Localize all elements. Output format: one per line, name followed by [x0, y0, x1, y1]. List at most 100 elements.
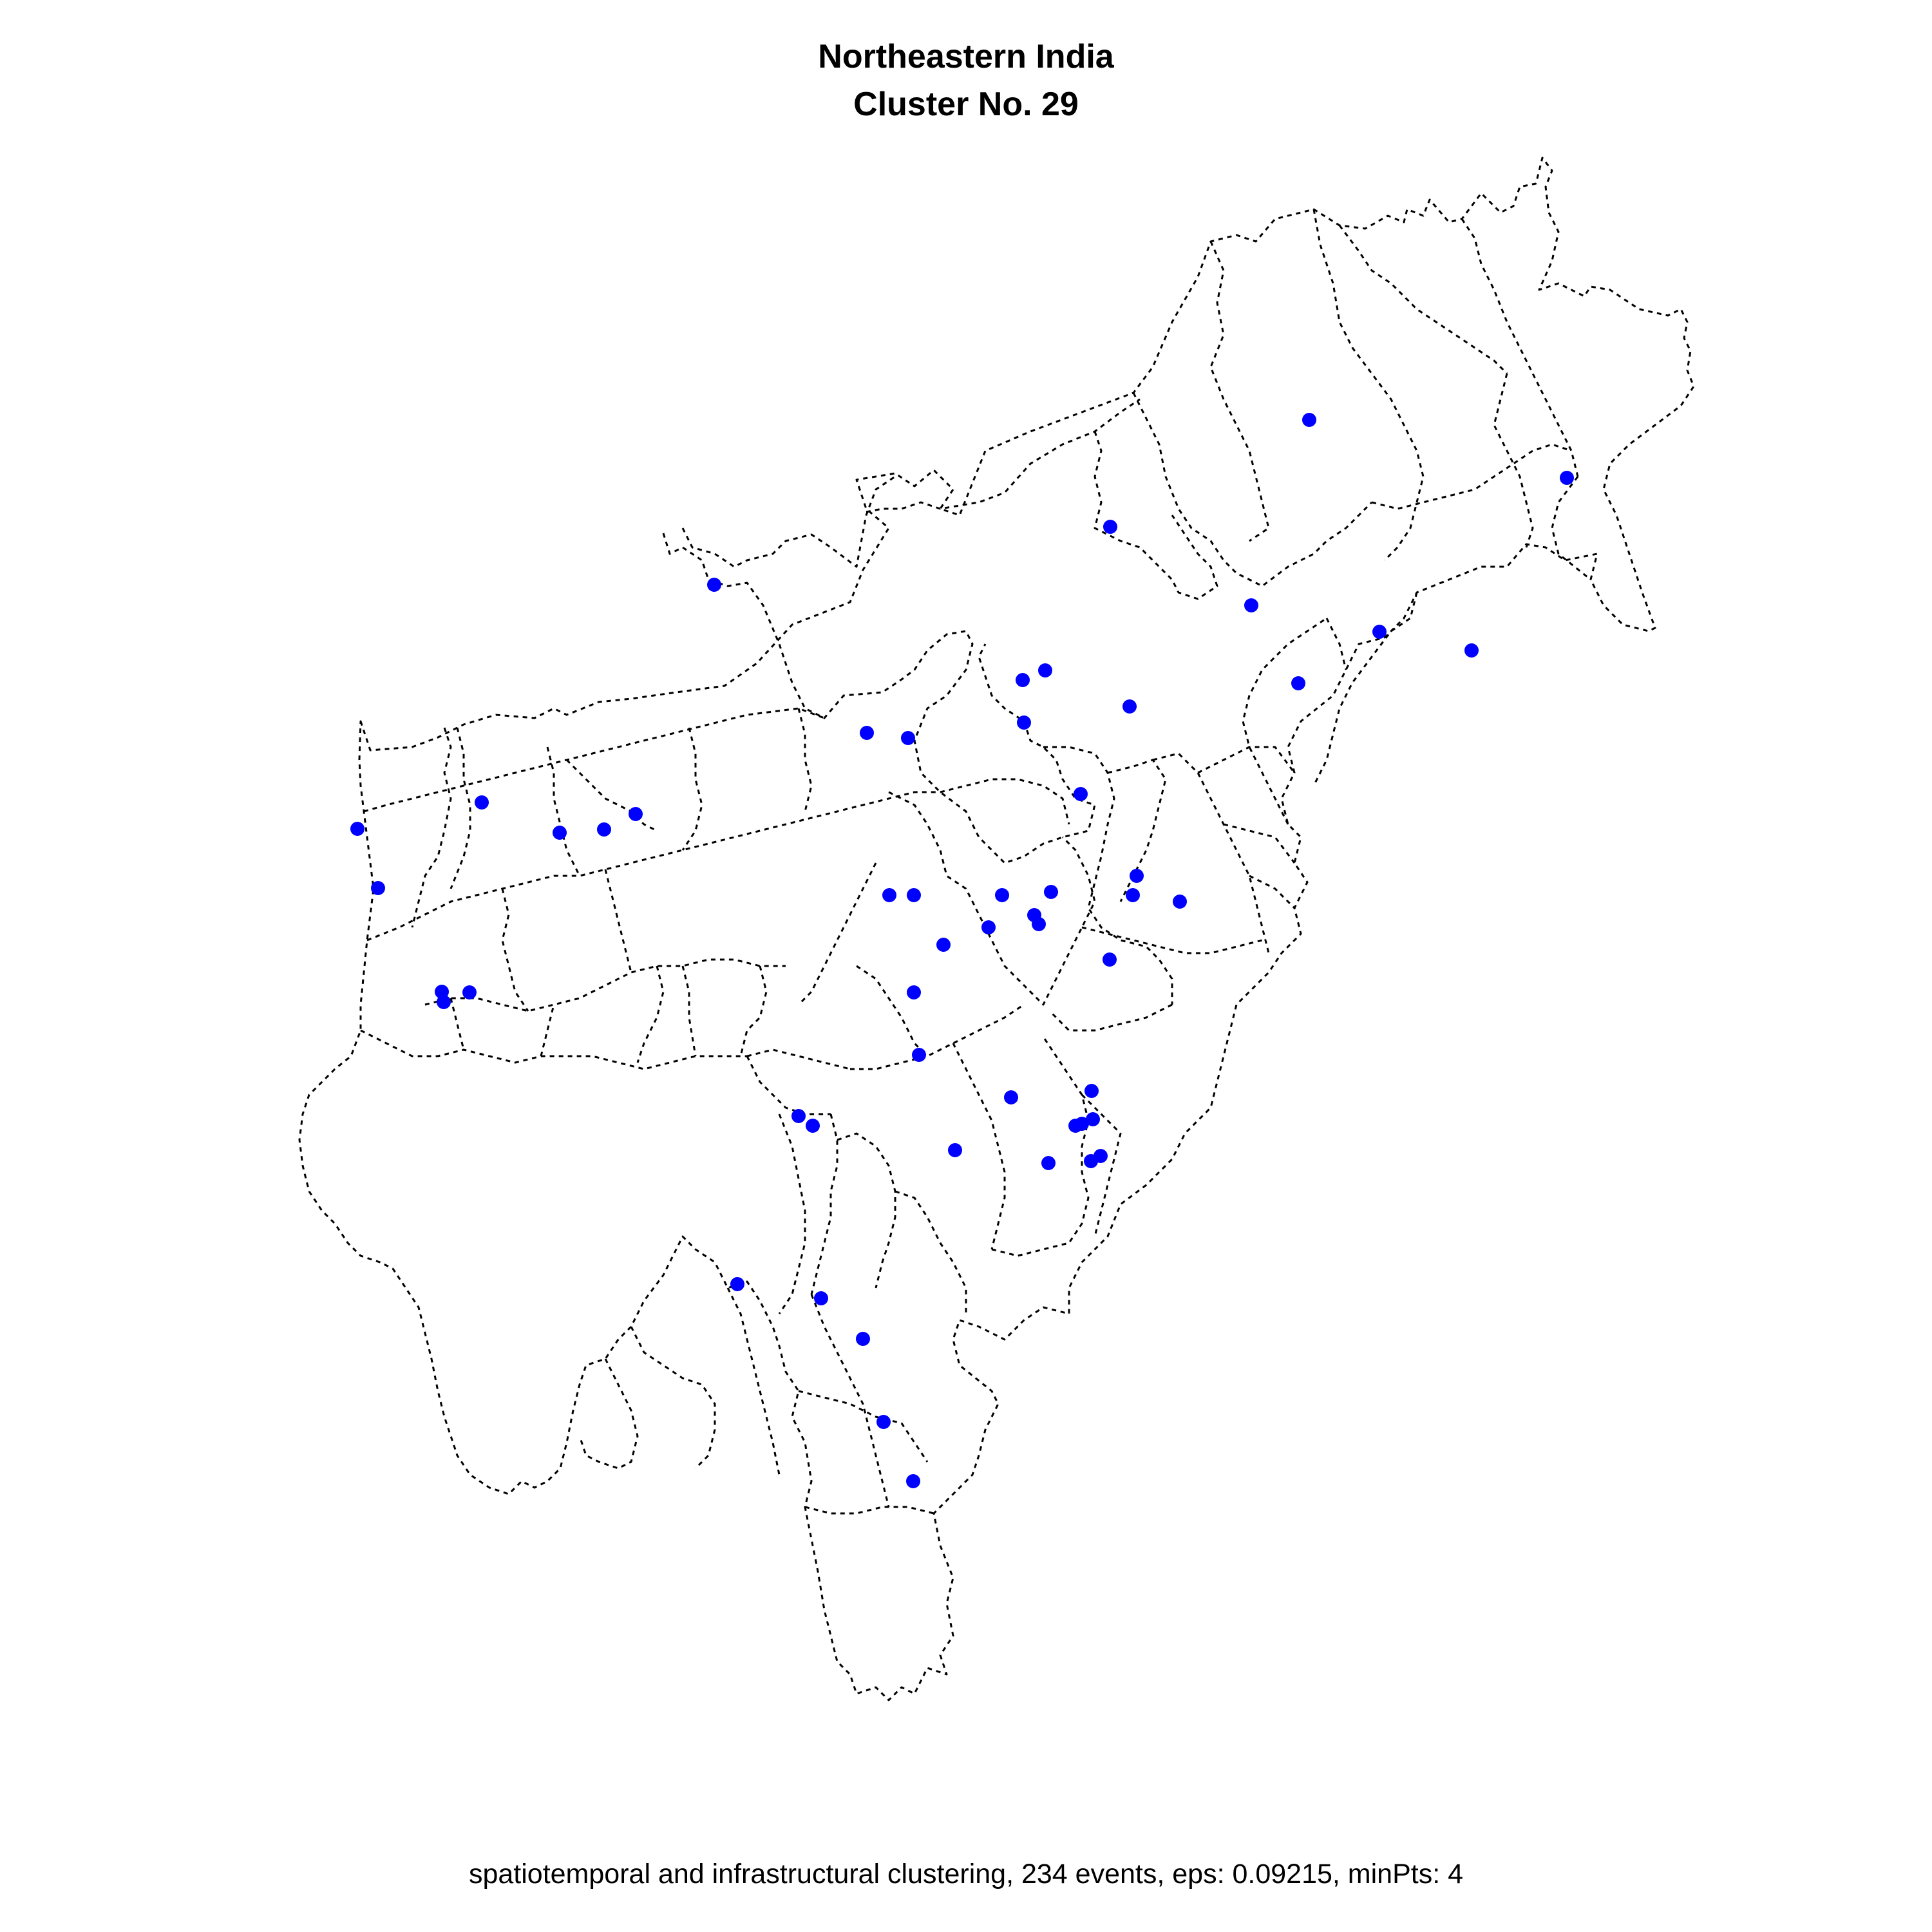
- district-boundary: [1048, 1003, 1173, 1032]
- event-point: [1074, 787, 1088, 801]
- district-boundary: [681, 475, 896, 568]
- event-point: [1291, 676, 1305, 690]
- event-point: [1017, 715, 1031, 730]
- event-point: [597, 822, 611, 837]
- district-boundary: [895, 1190, 967, 1314]
- district-boundary: [450, 727, 471, 889]
- district-boundary: [804, 1506, 934, 1515]
- district-boundary: [681, 727, 703, 851]
- district-boundary: [1209, 241, 1270, 542]
- event-point: [856, 1332, 870, 1346]
- event-point: [1103, 520, 1117, 534]
- district-boundary: [360, 1029, 747, 1070]
- district-boundary: [578, 1358, 639, 1470]
- district-boundary: [1325, 618, 1347, 670]
- event-point: [948, 1143, 962, 1157]
- district-boundary: [991, 1036, 1090, 1257]
- event-point: [1173, 895, 1187, 909]
- district-boundary: [662, 533, 1096, 864]
- event-point: [860, 726, 874, 740]
- district-boundary: [856, 965, 929, 1057]
- event-point: [1094, 1149, 1108, 1163]
- district-boundary: [501, 888, 529, 1012]
- district-boundary: [952, 1043, 1006, 1250]
- event-point: [1244, 598, 1258, 612]
- district-boundary: [363, 707, 825, 813]
- district-boundary: [810, 1294, 890, 1508]
- district-boundary: [940, 778, 1070, 825]
- district-boundary: [1551, 476, 1591, 581]
- district-boundary: [1197, 746, 1296, 774]
- event-point: [814, 1291, 828, 1305]
- event-point: [1044, 885, 1058, 899]
- event-point: [912, 1048, 926, 1062]
- event-point: [1084, 1084, 1099, 1098]
- event-point: [437, 995, 451, 1009]
- event-point: [995, 888, 1009, 902]
- district-boundary: [850, 1003, 1025, 1070]
- district-boundary: [1249, 875, 1296, 909]
- district-boundary: [1094, 431, 1218, 600]
- district-boundary: [1043, 746, 1173, 1005]
- district-boundary: [1312, 209, 1425, 562]
- event-point: [1038, 663, 1052, 677]
- district-boundary: [681, 965, 697, 1057]
- district-boundary: [1081, 926, 1263, 954]
- district-boundary: [411, 727, 452, 928]
- district-boundary: [450, 998, 465, 1050]
- event-point: [907, 985, 921, 999]
- event-point: [1302, 413, 1316, 427]
- district-boundary: [1493, 373, 1534, 548]
- event-point: [1041, 1156, 1056, 1170]
- district-boundary: [1461, 218, 1579, 477]
- district-boundary: [1132, 392, 1373, 587]
- district-boundary: [1152, 752, 1270, 954]
- district-boundary: [797, 862, 877, 1006]
- event-point: [707, 578, 721, 592]
- event-point: [1068, 1119, 1083, 1133]
- district-boundary: [726, 1287, 781, 1475]
- map-title: Northeastern India: [818, 38, 1114, 75]
- map-subtitle: Cluster No. 29: [853, 86, 1079, 123]
- district-boundary: [810, 1113, 838, 1295]
- district-boundary: [866, 398, 1141, 513]
- event-point: [350, 822, 365, 836]
- district-boundary: [565, 759, 658, 832]
- region-outline: [298, 156, 1695, 1701]
- district-boundary: [636, 965, 665, 1063]
- event-point: [371, 881, 385, 895]
- district-boundary: [739, 965, 768, 1057]
- event-point: [1130, 869, 1144, 883]
- event-point: [475, 795, 489, 810]
- district-boundary: [540, 1004, 555, 1057]
- district-boundary: [746, 1048, 851, 1070]
- event-point: [462, 985, 477, 999]
- district-boundary: [798, 1390, 929, 1463]
- event-point: [936, 938, 951, 952]
- event-point: [981, 920, 996, 934]
- event-point: [1464, 643, 1479, 658]
- district-boundary: [746, 1056, 831, 1115]
- event-point: [806, 1119, 820, 1133]
- event-point: [1560, 471, 1574, 485]
- event-point: [882, 888, 896, 902]
- event-point: [1027, 908, 1041, 922]
- district-boundary: [424, 958, 786, 1012]
- event-point: [1126, 888, 1140, 902]
- event-point: [791, 1109, 806, 1123]
- event-point: [629, 807, 643, 821]
- event-point: [1122, 699, 1137, 714]
- event-point: [901, 731, 915, 745]
- district-boundary: [1242, 617, 1327, 825]
- map-caption: spatiotemporal and infrastructural clust…: [468, 1859, 1464, 1889]
- event-point: [876, 1415, 891, 1429]
- district-boundary: [778, 1113, 806, 1314]
- district-boundary: [604, 869, 632, 973]
- district-boundary: [797, 708, 813, 812]
- event-point: [730, 1277, 744, 1291]
- event-points: [350, 413, 1574, 1488]
- district-boundary: [630, 1326, 716, 1470]
- event-point: [1016, 673, 1030, 687]
